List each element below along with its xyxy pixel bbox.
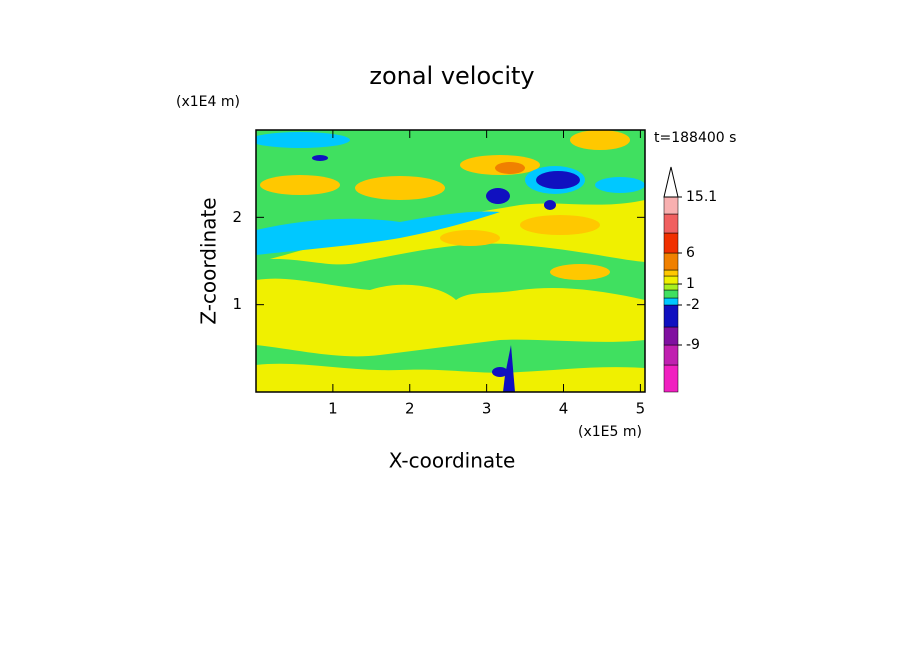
colorbar-tick-label: -9 [686, 337, 700, 353]
plot-frame [255, 129, 646, 393]
colorbar-band [663, 275, 679, 285]
colorbar-band [663, 196, 679, 215]
time-label: t=188400 s [654, 130, 736, 146]
colorbar-band [663, 289, 679, 299]
chart-title: zonal velocity [369, 62, 534, 90]
colorbar-band [663, 304, 679, 328]
x-tick-label: 1 [328, 400, 338, 418]
colorbar-band [663, 283, 679, 291]
colorbar-tick-label: 1 [686, 276, 695, 292]
colorbar-band [663, 213, 679, 234]
colorbar-tick-label: 6 [686, 245, 695, 261]
x-tick-label: 2 [405, 400, 415, 418]
x-unit: (x1E5 m) [578, 424, 642, 440]
colorbar-band [663, 297, 679, 306]
colorbar-band [663, 269, 679, 277]
colorbar-band [663, 232, 679, 254]
colorbar-band [663, 252, 679, 271]
colorbar-band [663, 364, 679, 393]
x-axis-title: X-coordinate [389, 449, 516, 473]
x-tick-label: 3 [482, 400, 492, 418]
colorbar-tick-label: 15.1 [686, 189, 717, 205]
x-tick-label: 4 [559, 400, 569, 418]
colorbar-band [663, 326, 679, 346]
y-unit: (x1E4 m) [176, 94, 240, 110]
y-tick-label: 1 [232, 295, 242, 313]
x-tick-label: 5 [636, 400, 646, 418]
y-tick-label: 2 [232, 208, 242, 226]
y-axis-title: Z-coordinate [197, 197, 221, 324]
colorbar-extension [663, 166, 679, 198]
colorbar-tick-label: -2 [686, 297, 700, 313]
contour-field [256, 130, 645, 392]
colorbar-band [663, 344, 679, 366]
